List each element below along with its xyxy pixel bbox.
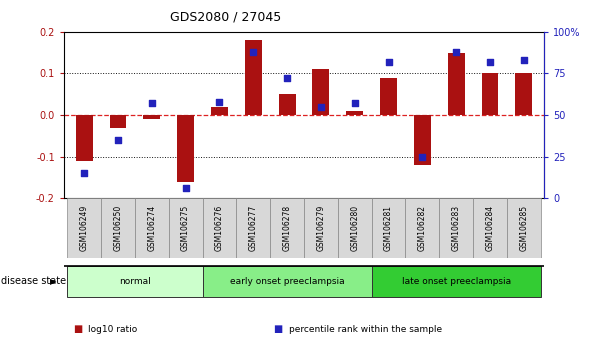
Bar (414, 115, 431, 165)
FancyBboxPatch shape (406, 198, 440, 258)
Bar (109, 115, 126, 127)
Text: GSM106250: GSM106250 (114, 205, 122, 251)
Text: GSM106249: GSM106249 (80, 205, 89, 251)
Bar (347, 111, 363, 115)
Point (485, 59, 495, 65)
Text: GSM106282: GSM106282 (418, 205, 427, 251)
FancyBboxPatch shape (135, 198, 168, 258)
Text: GSM106283: GSM106283 (452, 205, 461, 251)
Point (181, 185, 190, 191)
FancyBboxPatch shape (67, 266, 202, 297)
Point (249, 49, 258, 55)
Text: GSM106276: GSM106276 (215, 205, 224, 251)
Bar (75, 115, 92, 161)
FancyBboxPatch shape (237, 198, 270, 258)
Text: ■: ■ (274, 324, 283, 334)
Text: early onset preeclampsia: early onset preeclampsia (230, 277, 344, 286)
FancyBboxPatch shape (168, 198, 202, 258)
Bar (278, 94, 295, 115)
FancyBboxPatch shape (202, 266, 371, 297)
Text: GSM106275: GSM106275 (181, 205, 190, 251)
FancyBboxPatch shape (67, 198, 101, 258)
Bar (516, 74, 533, 115)
FancyBboxPatch shape (371, 266, 541, 297)
Text: GSM106278: GSM106278 (283, 205, 292, 251)
Point (79, 171, 89, 176)
Point (113, 137, 123, 143)
FancyBboxPatch shape (507, 198, 541, 258)
Point (282, 76, 292, 81)
Text: GSM106280: GSM106280 (350, 205, 359, 251)
Bar (245, 40, 261, 115)
Text: GSM106274: GSM106274 (147, 205, 156, 251)
FancyBboxPatch shape (270, 198, 304, 258)
Text: ■: ■ (73, 324, 82, 334)
Text: ▶: ▶ (50, 277, 57, 286)
Text: GSM106285: GSM106285 (519, 205, 528, 251)
Point (519, 57, 529, 63)
Text: log10 ratio: log10 ratio (88, 325, 137, 334)
Point (316, 104, 326, 110)
FancyBboxPatch shape (202, 198, 237, 258)
Point (350, 101, 359, 106)
Bar (143, 115, 161, 119)
Text: GSM106281: GSM106281 (384, 205, 393, 251)
FancyBboxPatch shape (473, 198, 507, 258)
FancyBboxPatch shape (101, 198, 135, 258)
Bar (177, 115, 194, 182)
Text: GSM106277: GSM106277 (249, 205, 258, 251)
FancyBboxPatch shape (371, 198, 406, 258)
FancyBboxPatch shape (338, 198, 371, 258)
FancyBboxPatch shape (440, 198, 473, 258)
Text: GSM106279: GSM106279 (316, 205, 325, 251)
Point (384, 59, 393, 65)
Text: normal: normal (119, 277, 151, 286)
FancyBboxPatch shape (304, 198, 338, 258)
Text: disease state: disease state (1, 276, 66, 286)
Bar (482, 74, 499, 115)
Text: late onset preeclampsia: late onset preeclampsia (402, 277, 511, 286)
Point (418, 154, 427, 159)
Text: percentile rank within the sample: percentile rank within the sample (289, 325, 442, 334)
Point (451, 49, 461, 55)
Bar (313, 69, 330, 115)
Bar (447, 53, 465, 115)
Point (215, 99, 224, 104)
Bar (211, 107, 228, 115)
Bar (380, 78, 397, 115)
Point (147, 101, 157, 106)
Text: GDS2080 / 27045: GDS2080 / 27045 (170, 11, 282, 24)
Text: GSM106284: GSM106284 (486, 205, 494, 251)
